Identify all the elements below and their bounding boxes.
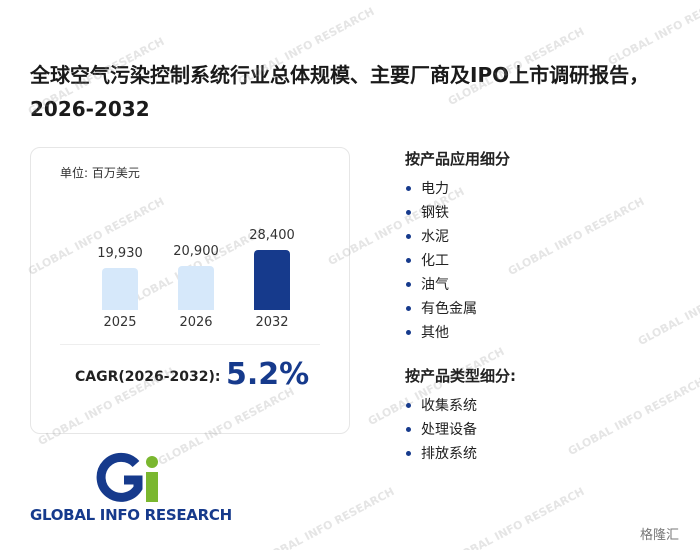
bullet [406, 258, 411, 263]
bullet [406, 282, 411, 287]
segment-item: 钢铁 [421, 205, 449, 221]
bullet [406, 186, 411, 191]
value-label: 20,900 [173, 243, 219, 259]
bullet [406, 451, 411, 456]
report-title: 全球空气污染控制系统行业总体规模、主要厂商及IPO上市调研报告，2026-203… [30, 63, 650, 121]
x-label: 2025 [103, 315, 137, 330]
cagr-label: CAGR(2026-2032): [75, 369, 221, 385]
segment-heading: 按产品应用细分 [405, 150, 511, 168]
bullet [406, 403, 411, 408]
logo-icon [96, 452, 158, 502]
segment-item: 有色金属 [421, 301, 477, 317]
logo-text: GLOBAL INFO RESEARCH [30, 506, 232, 524]
cagr-value: 5.2% [226, 357, 310, 392]
value-label: 28,400 [249, 228, 295, 243]
segment-item: 电力 [421, 181, 449, 197]
watermark: GLOBAL INFO RESEARCH [565, 374, 700, 459]
bullet [406, 427, 411, 432]
watermark: GLOBAL INFO RESEARCH [445, 484, 587, 550]
segment-item: 收集系统 [421, 398, 477, 414]
bullet [406, 330, 411, 335]
segment-item: 处理设备 [421, 422, 477, 438]
bar [178, 265, 214, 310]
separator [60, 344, 320, 345]
chart-card [30, 147, 350, 434]
segment-heading: 按产品类型细分: [405, 367, 516, 385]
value-label: 19,930 [97, 245, 143, 261]
watermark: GLOBAL INFO RESEARCH [255, 484, 397, 550]
bullet [406, 306, 411, 311]
bullet [406, 210, 411, 215]
x-label: 2026 [179, 315, 213, 330]
unit-label: 单位: 百万美元 [60, 166, 140, 180]
segment-item: 油气 [421, 277, 449, 293]
watermark: GLOBAL INFO RESEARCH [365, 344, 507, 429]
x-label: 2032 [255, 315, 289, 330]
segment-item: 化工 [421, 253, 449, 269]
bar [254, 250, 290, 310]
segment-item: 其他 [421, 325, 449, 341]
watermark: GLOBAL INFO RESEARCH [505, 194, 647, 279]
source-logo: 格隆汇 [640, 528, 680, 543]
bar [102, 267, 138, 310]
watermark: GLOBAL INFO RESEARCH [635, 265, 700, 349]
segment-item: 排放系统 [421, 446, 477, 462]
segment-item: 水泥 [421, 229, 449, 245]
bullet [406, 234, 411, 239]
